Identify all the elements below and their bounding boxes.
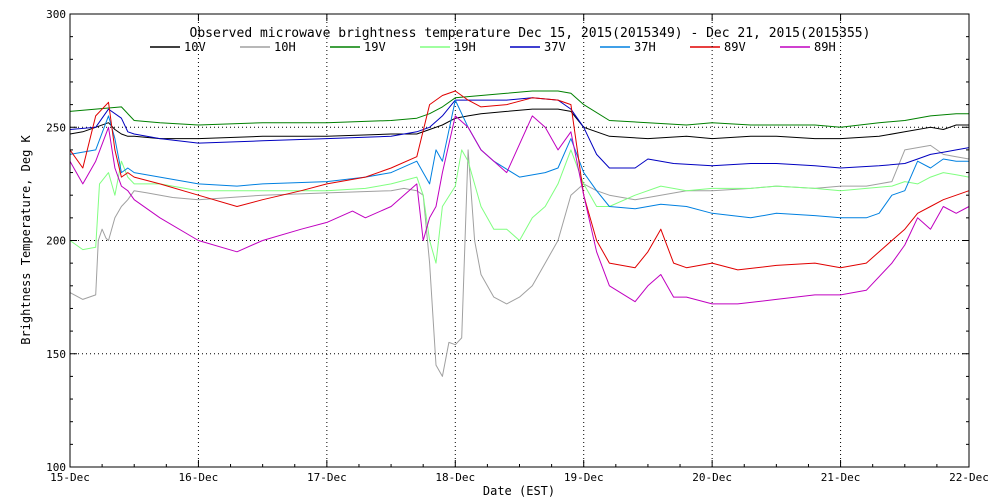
legend-label-37h: 37H: [634, 40, 656, 54]
x-axis-ticks: 15-Dec 16-Dec 17-Dec 18-Dec 19-Dec 20-Dec 21-D…: [50, 14, 989, 484]
legend-label-89v: 89V: [724, 40, 746, 54]
series-line-10v: [69, 108, 969, 140]
y-axis-label: Brightness Temperature, Deg K: [19, 134, 33, 344]
y-tick-label: 100: [46, 461, 66, 474]
x-tick-label: 21-Dec: [821, 471, 861, 484]
x-tick-label: 15-Dec: [50, 471, 90, 484]
legend-label-37v: 37V: [544, 40, 566, 54]
x-tick-label: 16-Dec: [179, 471, 219, 484]
series-line-89h: [69, 115, 970, 305]
y-tick-label: 200: [46, 235, 66, 248]
series-line-37h: [69, 99, 969, 219]
x-axis-label: Date (EST): [483, 484, 555, 498]
x-tick-label: 20-Dec: [692, 471, 732, 484]
series-line-19v: [69, 90, 969, 128]
y-tick-label: 300: [46, 8, 66, 21]
x-tick-label: 22-Dec: [949, 471, 989, 484]
legend-label-10h: 10H: [274, 40, 296, 54]
legend-label-19v: 19V: [364, 40, 386, 54]
series-line-89v: [69, 90, 970, 271]
x-tick-label: 19-Dec: [564, 471, 604, 484]
series-line-19h: [69, 149, 970, 264]
y-axis-ticks: 100 150 200 250 300: [46, 8, 969, 474]
chart-title: Observed microwave brightness temperatur…: [190, 26, 871, 41]
x-tick-label: 18-Dec: [435, 471, 475, 484]
x-tick-label: 17-Dec: [307, 471, 347, 484]
series-line-37v: [69, 97, 970, 169]
legend-label-89h: 89H: [814, 40, 836, 54]
legend: 10V 10H 19V 19H 37V 37H 89V 89H: [150, 40, 836, 54]
y-tick-label: 250: [46, 121, 66, 134]
series-line-10h: [69, 144, 970, 377]
y-tick-label: 150: [46, 348, 66, 361]
legend-label-19h: 19H: [454, 40, 476, 54]
legend-label-10v: 10V: [184, 40, 206, 54]
series-lines: [69, 90, 970, 377]
